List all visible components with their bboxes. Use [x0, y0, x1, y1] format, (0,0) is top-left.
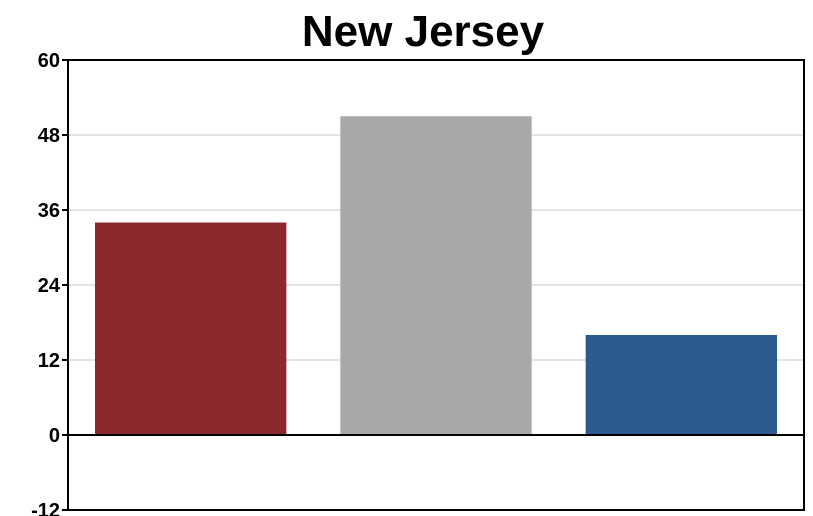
- y-tick-label: 60: [38, 50, 60, 72]
- bars: [94, 116, 778, 435]
- plot-frame: [67, 59, 805, 511]
- y-tick-label: 12: [38, 350, 60, 372]
- y-tick-label: 48: [38, 125, 60, 147]
- chart-title: New Jersey: [301, 7, 545, 56]
- y-tick-label: -12: [31, 500, 60, 516]
- y-tick-label: 24: [38, 275, 61, 297]
- y-tick-label: 0: [49, 425, 60, 447]
- bar-3: [585, 335, 778, 435]
- y-axis-ticks: -12 0 12 24 36 48 60: [31, 50, 68, 516]
- bar-2: [340, 116, 532, 435]
- y-tick-label: 36: [38, 200, 60, 222]
- bar-1: [94, 222, 287, 435]
